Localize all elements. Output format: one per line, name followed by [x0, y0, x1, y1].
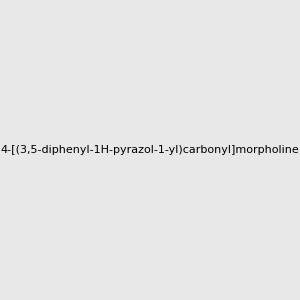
Text: 4-[(3,5-diphenyl-1H-pyrazol-1-yl)carbonyl]morpholine: 4-[(3,5-diphenyl-1H-pyrazol-1-yl)carbony… — [1, 145, 299, 155]
